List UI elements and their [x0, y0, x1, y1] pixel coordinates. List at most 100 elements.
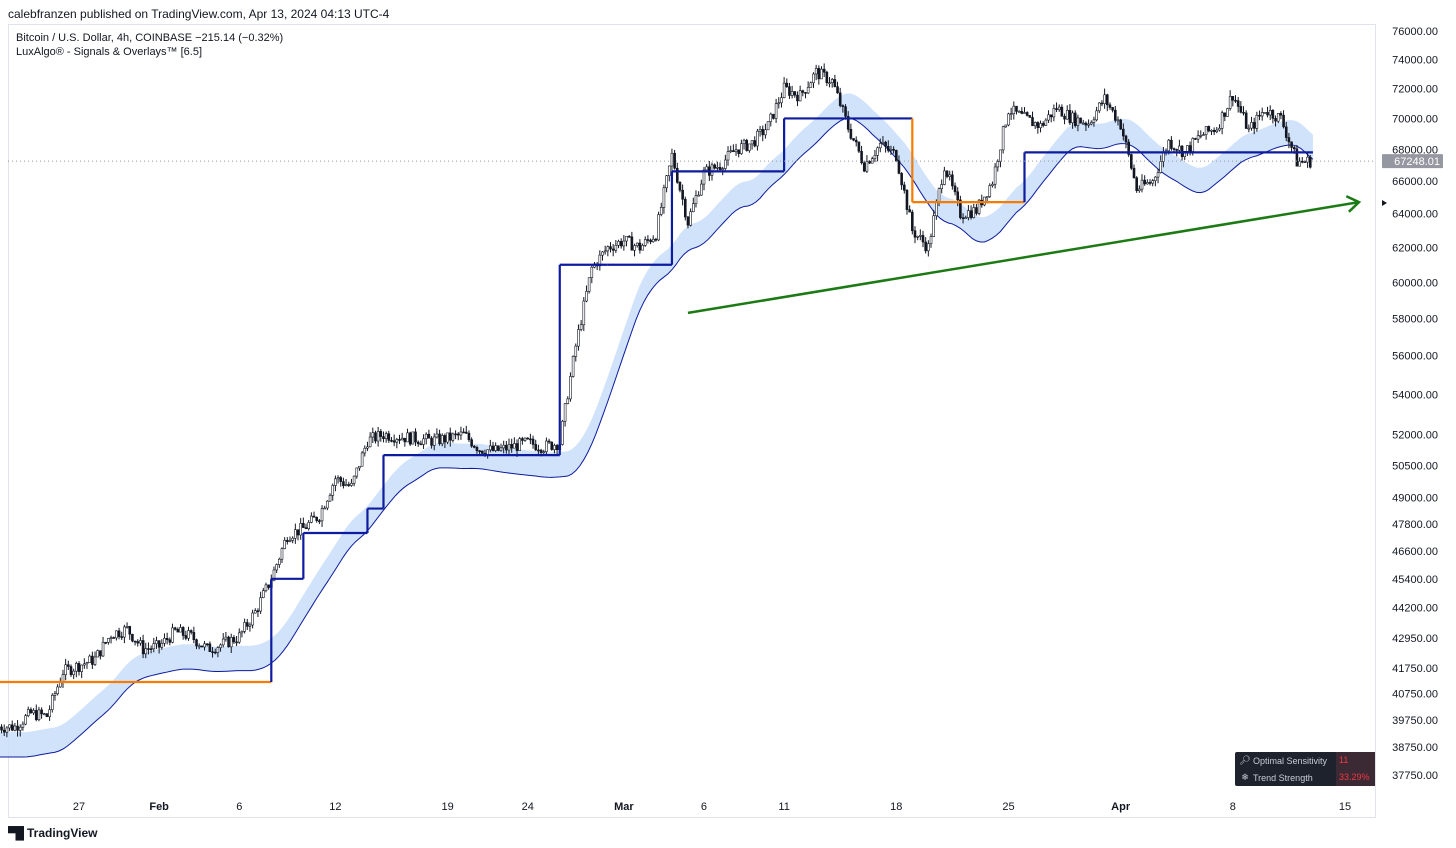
time-axis[interactable]: 27 Feb 6 12 19 24 Mar 6 11 18 25 Apr 8 15: [73, 801, 1351, 813]
candle: [886, 140, 890, 153]
symbol-legend[interactable]: Bitcoin / U.S. Dollar, 4h, COINBASE −215…: [16, 32, 284, 44]
candle: [427, 429, 431, 439]
candle: [1266, 106, 1269, 118]
candle-body: [411, 431, 415, 445]
candle: [782, 77, 786, 99]
candle: [534, 439, 538, 451]
candle: [553, 443, 556, 454]
candle-body: [443, 435, 447, 443]
candle: [208, 641, 212, 652]
candle-body: [221, 638, 225, 646]
candle-body: [753, 140, 757, 147]
candle-body: [828, 82, 831, 84]
candle: [1263, 112, 1267, 114]
y-tick-label: 42950.00: [1392, 633, 1438, 645]
candle: [726, 146, 730, 166]
candle-body: [475, 447, 479, 452]
candle-body: [240, 631, 244, 634]
candle: [756, 128, 759, 151]
candle: [905, 189, 909, 215]
x-tick-label: Apr: [1111, 801, 1131, 813]
candle-body: [1226, 108, 1229, 117]
candle: [123, 624, 126, 644]
candle: [462, 428, 465, 434]
candle: [280, 547, 284, 564]
candle: [1252, 117, 1256, 135]
candle: [649, 238, 652, 245]
candle-body: [368, 436, 372, 448]
candle: [545, 437, 548, 455]
candle: [579, 320, 583, 332]
candle: [555, 443, 559, 456]
candle: [785, 78, 789, 89]
candle-body: [1097, 102, 1101, 112]
candle-body: [894, 150, 898, 162]
candle-body: [131, 633, 134, 642]
candle-body: [8, 724, 11, 729]
candle-body: [1148, 182, 1152, 184]
candle: [1244, 110, 1248, 129]
candle: [959, 195, 962, 220]
y-tick-label: 44200.00: [1392, 602, 1438, 614]
candle-body: [486, 449, 489, 456]
candle: [635, 242, 639, 248]
chart-legend: Bitcoin / U.S. Dollar, 4h, COINBASE −215…: [16, 31, 283, 59]
candle: [1023, 107, 1026, 114]
candle: [53, 690, 57, 701]
candle-body: [1279, 113, 1283, 116]
candle-body: [505, 444, 508, 451]
candle-body: [513, 443, 516, 449]
candle: [611, 244, 615, 257]
candle-body: [376, 431, 380, 442]
candle-body: [339, 477, 343, 482]
candle: [149, 645, 153, 654]
candle: [601, 251, 604, 261]
candle: [77, 661, 81, 676]
candle: [1068, 104, 1072, 125]
candle: [216, 646, 220, 658]
price-axis[interactable]: 76000.00 74000.00 72000.00 70000.00 68000.00…: [1382, 26, 1443, 782]
candle: [505, 441, 508, 454]
candle-body: [229, 637, 233, 648]
candle: [945, 170, 949, 179]
candle: [774, 98, 778, 123]
candle-body: [686, 216, 690, 226]
candle: [1284, 121, 1288, 142]
candle: [1231, 95, 1235, 107]
last-price-label: 67248.01: [1394, 156, 1440, 168]
candle-body: [1063, 116, 1066, 120]
candle-body: [117, 630, 121, 637]
indicator-legend[interactable]: LuxAlgo® - Signals & Overlays™ [6.5]: [16, 46, 203, 58]
candle: [400, 432, 404, 441]
candle: [160, 639, 164, 650]
candle: [569, 372, 572, 402]
candle: [1306, 153, 1309, 168]
candle-body: [1084, 122, 1088, 126]
candle: [1287, 132, 1291, 149]
candle-body: [537, 449, 540, 452]
candle: [1060, 104, 1064, 117]
candle: [211, 647, 214, 658]
candle-body: [1236, 100, 1240, 107]
candle-body: [1204, 126, 1208, 135]
cloud-band: [0, 93, 1313, 758]
candle: [390, 437, 393, 443]
candle: [790, 85, 794, 99]
candle: [1138, 185, 1141, 193]
candle-body: [716, 166, 719, 169]
candle: [769, 112, 773, 127]
candle-body: [115, 630, 118, 639]
candle: [814, 64, 818, 81]
candle-body: [854, 139, 858, 143]
candle: [825, 70, 829, 87]
candle: [975, 203, 978, 216]
candle: [585, 285, 588, 303]
candle-body: [83, 663, 86, 666]
candle: [398, 434, 401, 444]
candle-body: [53, 693, 57, 696]
tradingview-brand[interactable]: ▀█ TradingView: [8, 826, 97, 840]
candle: [229, 633, 233, 654]
candle: [999, 149, 1002, 168]
candle-body: [1127, 141, 1130, 155]
